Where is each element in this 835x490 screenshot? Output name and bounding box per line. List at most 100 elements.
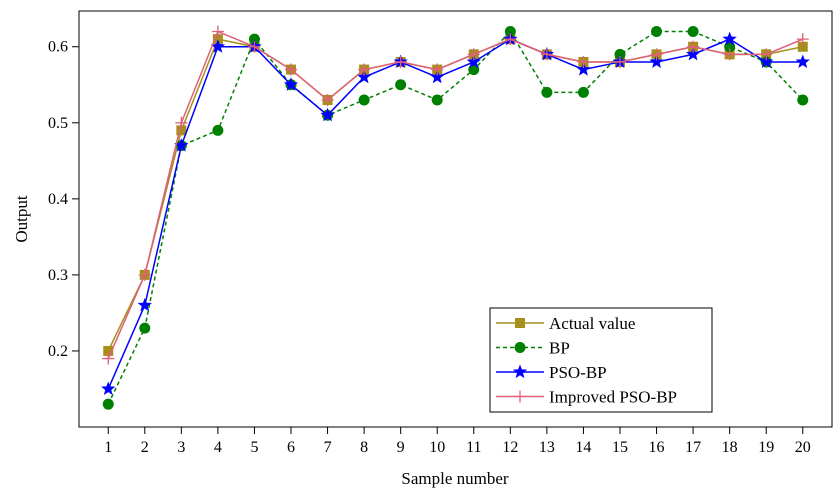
y-tick-label: 0.4	[48, 191, 68, 208]
x-tick-label: 9	[397, 439, 405, 456]
data-point-pso-bp	[466, 54, 481, 69]
x-tick-label: 16	[649, 439, 665, 456]
data-point-bp	[102, 398, 114, 410]
x-tick-label: 12	[502, 439, 518, 456]
legend-label: Actual value	[549, 314, 635, 333]
x-tick-label: 6	[287, 439, 295, 456]
data-point-actual-value	[797, 41, 808, 52]
x-tick-label: 20	[795, 439, 811, 456]
data-point-pso-bp	[356, 69, 372, 84]
data-point-pso-bp	[649, 54, 664, 69]
legend-label: Improved PSO-BP	[549, 388, 677, 407]
data-point-pso-bp	[210, 39, 226, 53]
data-point-pso-bp	[320, 107, 335, 122]
data-point-pso-bp	[137, 297, 152, 312]
data-point-improved-pso-bp	[321, 93, 334, 106]
x-axis: 1 2 3 4 5 6 7 8 9 10 11 12 13 14 15 16 17 18 19 20	[104, 427, 811, 456]
data-point-improved-pso-bp	[613, 55, 626, 68]
legend-marker	[514, 342, 526, 353]
data-point-improved-pso-bp	[431, 63, 444, 76]
y-tick-label: 0.2	[48, 343, 68, 360]
x-tick-label: 17	[685, 439, 701, 456]
data-point-improved-pso-bp	[687, 40, 700, 53]
data-point-bp	[541, 86, 553, 98]
legend-marker	[515, 318, 525, 328]
data-point-bp	[504, 26, 516, 38]
x-tick-label: 5	[250, 439, 258, 456]
data-point-bp	[651, 26, 663, 38]
data-point-bp	[212, 124, 224, 136]
series-line-bp	[107, 30, 804, 405]
x-tick-label: 14	[575, 439, 591, 456]
plot-frame	[78, 10, 833, 428]
legend: Actual value BP PSO-BP Improved PSO-BP	[489, 307, 713, 413]
x-tick-label: 11	[466, 439, 481, 456]
data-point-improved-pso-bp	[211, 25, 224, 38]
legend-marker	[514, 390, 526, 403]
x-tick-label: 18	[722, 439, 738, 456]
data-point-improved-pso-bp	[175, 116, 188, 129]
data-point-improved-pso-bp	[504, 33, 517, 46]
data-point-improved-pso-bp	[248, 40, 261, 53]
data-point-improved-pso-bp	[467, 48, 480, 61]
series-line-improved-pso-bp	[107, 30, 804, 359]
data-point-bp	[614, 48, 626, 60]
x-tick-label: 7	[324, 439, 332, 456]
series-line-pso-bp	[107, 38, 803, 390]
data-point-bp	[468, 64, 480, 76]
data-point-actual-value	[212, 34, 223, 45]
data-point-bp	[395, 79, 407, 91]
legend-label: PSO-BP	[549, 363, 607, 382]
x-tick-label: 15	[612, 439, 628, 456]
x-tick-label: 3	[177, 439, 185, 456]
y-axis: 0.2 0.3 0.4 0.5 0.6	[48, 39, 79, 360]
y-tick-label: 0.3	[48, 267, 68, 284]
x-tick-label: 10	[429, 439, 445, 456]
data-point-bp	[431, 94, 443, 106]
data-point-pso-bp	[685, 46, 701, 61]
data-point-improved-pso-bp	[540, 48, 553, 61]
data-point-improved-pso-bp	[577, 55, 590, 68]
data-point-bp	[358, 94, 370, 106]
data-point-pso-bp	[430, 69, 445, 84]
data-point-improved-pso-bp	[394, 55, 407, 68]
series-improved-pso-bp	[102, 25, 809, 365]
x-axis-title: Sample number	[401, 469, 509, 488]
data-point-pso-bp	[101, 381, 116, 396]
data-point-improved-pso-bp	[723, 48, 736, 61]
data-point-pso-bp	[576, 62, 591, 76]
data-point-actual-value	[176, 125, 187, 136]
data-point-improved-pso-bp	[138, 268, 151, 281]
data-point-bp	[139, 322, 151, 334]
data-point-pso-bp	[283, 77, 299, 91]
data-point-improved-pso-bp	[285, 63, 298, 76]
x-tick-label: 19	[758, 439, 774, 456]
data-point-actual-value	[103, 345, 114, 356]
data-point-pso-bp	[174, 138, 189, 152]
x-tick-label: 13	[539, 439, 555, 456]
x-tick-label: 1	[104, 439, 112, 456]
data-point-bp	[248, 33, 260, 45]
legend-box	[489, 307, 713, 413]
data-point-pso-bp	[759, 54, 774, 69]
y-tick-label: 0.5	[48, 115, 68, 132]
data-point-bp	[797, 94, 809, 106]
series-layer	[101, 25, 810, 410]
y-tick-label: 0.6	[48, 39, 68, 56]
x-tick-label: 4	[214, 439, 222, 456]
data-point-pso-bp	[795, 54, 810, 69]
data-point-improved-pso-bp	[102, 352, 115, 365]
data-point-improved-pso-bp	[796, 33, 809, 46]
data-point-improved-pso-bp	[358, 63, 371, 76]
legend-marker	[512, 364, 528, 379]
data-point-pso-bp	[722, 31, 737, 46]
x-tick-label: 2	[141, 439, 149, 456]
data-point-bp	[577, 86, 589, 98]
data-point-bp	[687, 26, 699, 38]
y-axis-title: Output	[12, 195, 31, 243]
legend-label: BP	[549, 339, 570, 358]
data-point-improved-pso-bp	[760, 48, 773, 61]
x-tick-label: 8	[360, 439, 368, 456]
series-line-actual-value	[107, 38, 803, 352]
